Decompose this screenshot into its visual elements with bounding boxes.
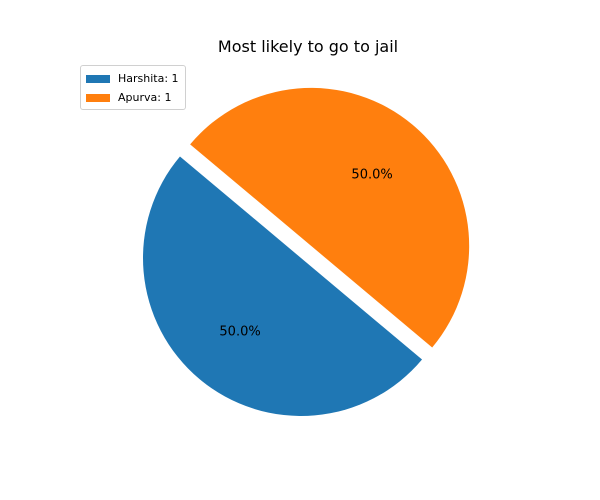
- chart-title: Most likely to go to jail: [218, 37, 398, 56]
- percent-label-harshita: 50.0%: [219, 325, 260, 340]
- pie-slices: [143, 87, 470, 417]
- legend-item-apurva: Apurva: 1: [86, 88, 179, 107]
- pie-slice-apurva: [190, 87, 470, 348]
- legend-label-apurva: Apurva: 1: [118, 91, 172, 104]
- legend-swatch-apurva: [86, 93, 110, 102]
- legend-label-harshita: Harshita: 1: [118, 72, 179, 85]
- legend: Harshita: 1 Apurva: 1: [80, 65, 186, 110]
- percent-label-apurva: 50.0%: [351, 167, 392, 182]
- legend-swatch-harshita: [86, 74, 110, 83]
- pie-slice-harshita: [143, 156, 423, 417]
- percent-labels: 50.0% 50.0%: [219, 167, 392, 339]
- legend-item-harshita: Harshita: 1: [86, 69, 179, 88]
